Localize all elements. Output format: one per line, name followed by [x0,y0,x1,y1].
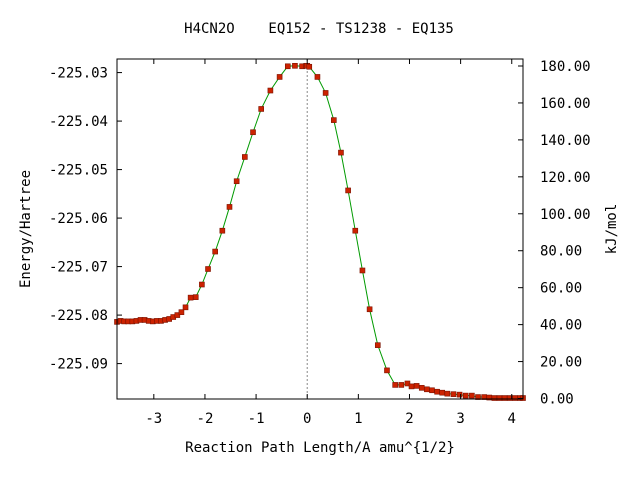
data-point [292,62,298,69]
data-point [192,294,199,300]
chart-title: H4CN2O EQ152 - TS1238 - EQ135 [184,21,454,37]
data-point [501,395,508,401]
y-left-tick-label: -225.09 [49,357,108,373]
data-point [314,74,321,80]
data-point [366,306,373,313]
data-point [352,227,359,234]
x-tick-label: 1 [354,411,362,427]
data-point [182,304,189,311]
data-point [475,394,481,400]
x-axis-label: Reaction Path Length/A amu^{1/2} [185,440,455,456]
y-axis-left: -225.03 -225.04 -225.05 -225.06 -225.07 -225.… [49,66,122,373]
data-point [226,204,233,210]
data-point [267,87,274,94]
data-point [276,74,283,80]
y-right-tick-label: 160.00 [540,96,591,112]
x-tick-label: -2 [197,411,214,427]
data-point [338,149,344,156]
y-right-tick-label: 100.00 [540,207,591,223]
data-point [462,392,469,399]
data-point [439,389,446,396]
x-tick-label: 4 [508,411,516,427]
y-left-tick-label: -225.04 [49,114,108,130]
data-point [199,281,205,288]
data-point [418,385,425,391]
data-point [424,386,430,393]
y-left-tick-label: -225.06 [49,211,108,227]
y-left-tick-label: -225.03 [49,66,108,82]
data-point [398,382,405,388]
y-right-tick-label: 40.00 [540,318,582,334]
data-point [345,187,351,194]
y-axis-left-label: Energy/Hartree [18,170,34,288]
data-point [331,117,337,123]
data-point [408,383,415,390]
data-point [429,387,435,394]
data-point [450,391,457,397]
data-point [187,294,194,301]
data-point [306,63,313,70]
y-right-tick-label: 140.00 [540,133,591,149]
data-point [444,390,451,397]
data-point [413,383,420,389]
y-right-tick-label: 0.00 [540,392,574,408]
x-tick-label: 0 [303,411,311,427]
data-point [496,395,503,401]
data-point [434,388,440,395]
data-point [212,248,218,255]
plot-area [114,59,526,401]
y-left-tick-label: -225.05 [49,163,108,179]
data-point [374,342,381,348]
plot-frame [116,58,524,400]
data-point [322,90,329,96]
data-point [242,154,248,160]
data-point [178,309,185,315]
data-point [456,391,463,398]
y-axis-right-label: kJ/mol [604,204,620,255]
data-point [205,266,211,272]
data-point [219,227,226,234]
y-left-tick-label: -225.07 [49,260,108,276]
data-point [250,129,256,136]
data-point [392,382,398,388]
y-right-tick-label: 180.00 [540,59,591,75]
data-point [258,106,265,112]
data-point [174,312,181,318]
x-axis: -3 -2 -1 0 1 2 3 4 [145,59,516,427]
x-tick-label: 3 [456,411,464,427]
energy-curve [116,65,523,399]
data-point [404,380,411,387]
y-right-tick-label: 80.00 [540,244,582,260]
x-tick-label: -3 [145,411,162,427]
y-axis-right: 0.00 20.00 40.00 60.00 80.00 100.00 120.00 140.… [518,59,591,408]
x-tick-label: -1 [248,411,265,427]
data-point [491,395,498,401]
y-right-tick-label: 20.00 [540,355,582,371]
data-point [469,392,475,399]
x-tick-label: 2 [405,411,413,427]
data-point [384,367,390,374]
data-point [359,267,366,274]
data-point [512,395,518,401]
y-right-tick-label: 60.00 [540,281,582,297]
data-point [284,63,291,70]
data-point [233,178,240,185]
y-left-tick-label: -225.08 [49,308,108,324]
y-right-tick-label: 120.00 [540,170,591,186]
